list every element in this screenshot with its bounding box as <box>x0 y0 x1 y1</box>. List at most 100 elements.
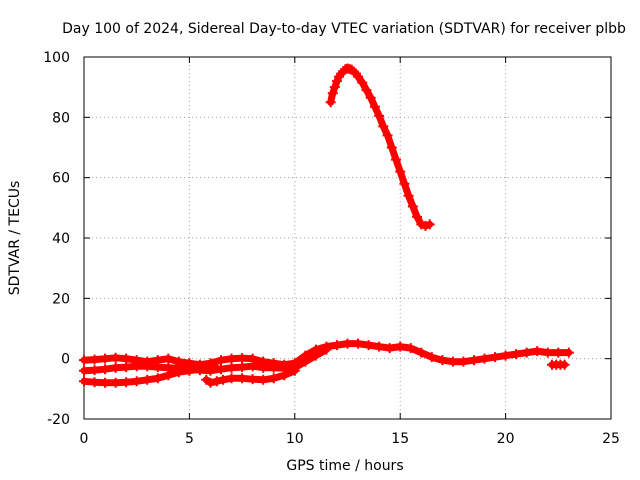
data-point <box>173 367 184 378</box>
data-point <box>289 365 300 376</box>
data-point <box>479 353 490 364</box>
data-point <box>194 364 205 375</box>
y-tick-label: 80 <box>52 110 70 126</box>
data-point <box>131 376 142 387</box>
data-point <box>218 374 229 385</box>
data-point <box>226 353 237 364</box>
data-point <box>163 370 174 381</box>
data-point <box>500 350 511 361</box>
series-band <box>327 65 434 230</box>
data-point <box>407 201 418 212</box>
data-point <box>361 85 372 96</box>
data-point <box>395 341 406 352</box>
y-tick-label: 40 <box>52 231 70 247</box>
data-point <box>121 377 132 388</box>
data-point <box>209 361 220 372</box>
data-point <box>416 347 427 358</box>
data-point <box>79 355 89 366</box>
data-point <box>268 373 279 384</box>
series-track-upper-arc <box>325 63 435 231</box>
data-point <box>437 355 448 366</box>
data-point <box>490 352 501 363</box>
data-point <box>110 377 121 388</box>
axis-ticks: 0 5 10 15 20 25 -20 0 20 40 60 80 100 <box>43 50 620 447</box>
data-point <box>542 347 553 358</box>
x-axis-label: GPS time / hours <box>286 458 403 474</box>
data-point <box>390 154 401 165</box>
data-point <box>300 356 311 367</box>
data-point <box>163 353 174 364</box>
x-tick-label: 0 <box>80 431 89 447</box>
data-point <box>237 353 248 364</box>
data-point <box>142 374 153 385</box>
data-point <box>559 359 570 370</box>
grid <box>84 57 611 419</box>
y-axis-label: SDTVAR / TECUs <box>7 181 23 296</box>
y-tick-label: 100 <box>43 50 70 66</box>
data-point <box>321 344 332 355</box>
data-point <box>79 376 89 387</box>
data-point <box>511 349 522 360</box>
data-point <box>329 82 340 93</box>
data-point <box>331 340 342 351</box>
data-point <box>458 356 469 367</box>
data-point <box>100 377 111 388</box>
data-point <box>447 356 458 367</box>
data-point <box>357 77 368 88</box>
data-point <box>110 362 121 373</box>
data-point <box>110 352 121 363</box>
data-point <box>363 340 374 351</box>
data-point <box>268 362 279 373</box>
data-point <box>553 347 564 358</box>
data-point <box>395 166 406 177</box>
data-point <box>216 355 227 366</box>
data-point <box>89 365 100 376</box>
data-point <box>247 361 258 372</box>
data-point <box>424 219 435 230</box>
data-point <box>205 377 216 388</box>
x-tick-label: 25 <box>602 431 620 447</box>
data-point <box>327 88 338 99</box>
x-tick-label: 5 <box>185 431 194 447</box>
data-point <box>348 66 359 77</box>
y-tick-label: 0 <box>61 352 70 368</box>
data-point <box>142 361 153 372</box>
data-point <box>237 362 248 373</box>
data-point <box>237 373 248 384</box>
data-point <box>131 361 142 372</box>
data-point <box>405 343 416 354</box>
data-point <box>426 352 437 363</box>
data-point <box>374 341 385 352</box>
data-point <box>563 347 574 358</box>
x-tick-label: 10 <box>286 431 304 447</box>
data-point <box>521 347 532 358</box>
data-series <box>79 63 574 388</box>
data-point <box>331 76 342 87</box>
data-point <box>258 374 269 385</box>
data-point <box>342 338 353 349</box>
data-point <box>121 362 132 373</box>
data-point <box>211 376 222 387</box>
data-point <box>384 343 395 354</box>
data-point <box>216 364 227 375</box>
data-point <box>365 92 376 103</box>
data-point <box>386 142 397 153</box>
series-track-late-segment <box>546 359 570 370</box>
data-point <box>279 370 290 381</box>
x-tick-label: 20 <box>497 431 515 447</box>
data-point <box>89 377 100 388</box>
data-point <box>374 110 385 121</box>
series-track-lower-mid <box>201 365 300 388</box>
data-point <box>468 355 479 366</box>
x-tick-label: 15 <box>391 431 409 447</box>
y-tick-label: 20 <box>52 291 70 307</box>
data-point <box>258 362 269 373</box>
data-point <box>382 130 393 141</box>
data-point <box>184 365 195 376</box>
data-point <box>100 353 111 364</box>
data-point <box>325 97 336 108</box>
data-point <box>247 374 258 385</box>
data-point <box>353 338 364 349</box>
y-tick-label: 60 <box>52 171 70 187</box>
